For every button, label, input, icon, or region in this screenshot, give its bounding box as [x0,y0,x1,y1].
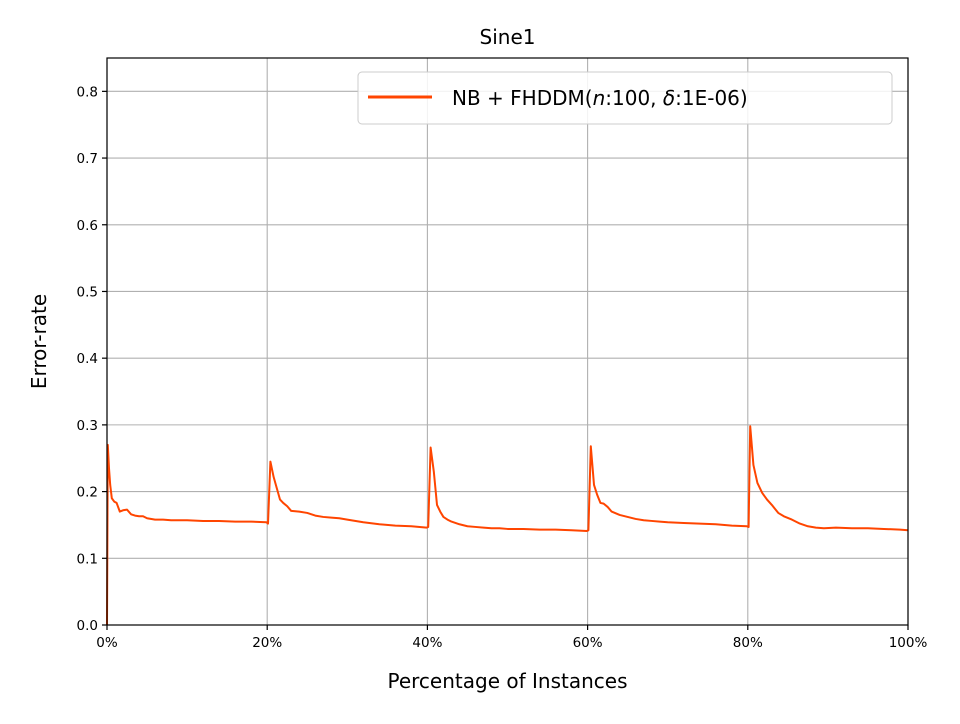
plot-frame [106,57,909,626]
y-tick-label: 0.2 [77,485,98,501]
x-tick-label: 100% [889,635,928,651]
x-tick-label: 80% [733,635,763,651]
x-tick-label: 0% [96,635,118,651]
y-tick-label: 0.8 [77,84,98,100]
legend: NB + FHDDM(n:100, δ:1E-06) [357,71,893,125]
legend-box [357,71,893,125]
y-tick-label: 0.4 [77,351,98,367]
y-tick-label: 0.6 [77,218,98,234]
x-tick-label: 20% [252,635,282,651]
ticks: 0% 20% 40% 60% 80% 100% 0.0 0.1 0.2 0.3 0.4 0.5 0.6 0… [77,84,928,651]
x-tick-label: 60% [573,635,603,651]
chart-title: Sine1 [480,25,536,49]
y-tick-label: 0.7 [77,151,98,167]
y-tick-label: 0.1 [77,551,98,567]
y-tick-label: 0.0 [77,618,98,634]
series-line [106,425,909,626]
y-tick-label: 0.3 [77,418,98,434]
x-axis-label: Percentage of Instances [388,669,628,693]
x-tick-label: 40% [412,635,442,651]
series-layer [106,425,909,626]
y-tick-label: 0.5 [77,284,98,300]
legend-entry-label: NB + FHDDM(n:100, δ:1E-06) [452,86,748,110]
y-axis-label: Error-rate [27,294,51,389]
